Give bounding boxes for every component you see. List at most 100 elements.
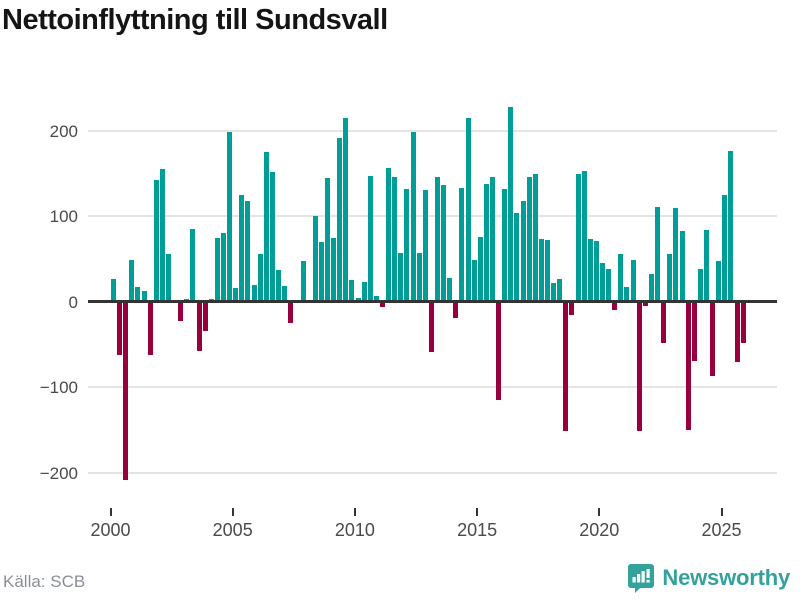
bar-negative [636,301,642,432]
bar-positive [667,254,673,302]
gridline [88,471,777,474]
bar-positive [153,180,159,302]
bar-positive [312,216,318,302]
bar-positive [166,253,172,302]
bar-negative [612,301,618,311]
bar-positive [728,151,734,302]
bar-positive [679,231,685,302]
bar-positive [300,261,306,302]
newsworthy-chart-bubble-icon [627,563,655,593]
bar-positive [373,296,379,302]
bar-positive [367,175,373,302]
bar-positive [520,201,526,302]
bar-positive [673,208,679,302]
bar-positive [545,239,551,302]
bar-negative [202,301,208,332]
bar-negative [428,301,434,352]
bar-positive [618,254,624,302]
bar-negative [691,301,697,362]
bar-positive [111,279,116,302]
y-axis-tick-label: 100 [49,207,78,226]
x-axis-tick [720,508,723,516]
bar-positive [538,239,544,302]
bar-positive [276,269,282,302]
bar-negative [117,301,123,356]
bar-positive [398,252,404,302]
bar-positive [221,233,227,302]
bar-positive [483,184,489,302]
bar-positive [214,238,220,302]
newsworthy-logo: Newsworthy [627,563,790,593]
bar-positive [490,176,495,302]
bar-positive [722,194,728,302]
bar-positive [422,190,428,302]
bar-positive [447,277,453,302]
bar-positive [502,188,508,302]
bar-positive [416,252,422,302]
bar-negative [196,301,202,352]
bar-positive [190,228,196,302]
x-axis-tick-label: 2010 [334,520,375,540]
bar-positive [318,241,324,302]
bar-positive [648,274,654,302]
bar-positive [587,239,593,302]
x-axis-tick-label: 2005 [212,520,253,540]
gridline [88,129,777,132]
bar-positive [410,132,416,302]
gridline [88,215,777,217]
x-axis-tick-label: 2025 [701,520,742,540]
x-axis-tick-label: 2000 [90,520,131,540]
bar-positive [355,298,361,302]
y-axis-tick-label: 200 [49,121,78,141]
bar-positive [697,269,703,302]
bar-positive [514,212,520,302]
bar-positive [129,260,135,302]
bar-positive [606,269,612,302]
bar-positive [392,176,398,302]
bar-negative [496,301,502,400]
y-axis-tick-label: 0 [68,292,78,312]
bar-positive [227,132,233,302]
bar-positive [343,117,349,302]
bar-positive [361,281,367,302]
bar-positive [239,195,245,302]
bar-positive [624,286,630,302]
bar-negative [123,301,129,481]
bar-positive [141,291,147,302]
bar-positive [349,280,355,302]
bar-positive [404,188,410,302]
x-axis-tick [353,508,356,516]
bar-positive [593,240,599,302]
bar-negative [453,301,459,318]
bar-positive [716,261,722,302]
bar-positive [465,117,471,302]
gridline [88,386,777,388]
bar-negative [379,301,385,308]
bar-positive [600,263,606,302]
x-axis-tick [476,508,479,516]
bar-positive [386,168,392,302]
bar-positive [337,138,343,302]
bar-positive [269,172,275,302]
bar-positive [508,106,514,302]
bar-positive [526,176,532,302]
source-label: Källa: SCB [3,572,86,591]
bar-positive [245,200,251,302]
bar-positive [331,238,337,302]
bar-negative [563,301,569,431]
x-axis-tick-label: 2015 [457,520,498,540]
bar-positive [703,229,709,302]
bar-positive [459,187,465,302]
bar-positive [441,185,447,302]
bar-positive [135,286,141,302]
bar-negative [569,301,575,316]
bar-positive [233,287,239,302]
bar-positive [477,237,483,302]
bar-negative [661,301,667,344]
y-axis-tick-label: −100 [39,378,78,397]
bar-positive [257,254,263,302]
x-axis-tick [109,508,112,516]
bar-negative [642,301,648,306]
bar-positive [263,151,269,302]
bar-positive [471,259,477,302]
